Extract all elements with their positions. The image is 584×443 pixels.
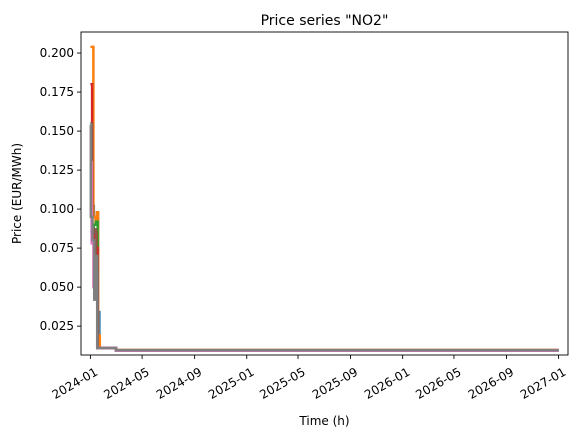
y-tick-label: 0.175 <box>40 85 74 99</box>
y-tick-label: 0.100 <box>40 202 74 216</box>
y-axis-label: Price (EUR/MWh) <box>10 143 24 244</box>
y-tick-label: 0.050 <box>40 280 74 294</box>
y-tick-label: 0.150 <box>40 124 74 138</box>
y-tick-label: 0.200 <box>40 46 74 60</box>
y-tick-label: 0.025 <box>40 319 74 333</box>
y-axis-ticks: 0.025 0.050 0.075 0.100 0.125 0.150 0.175 0.200 <box>40 46 81 333</box>
y-tick-label: 0.075 <box>40 241 74 255</box>
y-tick-label: 0.125 <box>40 163 74 177</box>
series-layer <box>89 45 559 352</box>
plot-frame <box>80 31 569 356</box>
series-line-8 <box>89 123 559 352</box>
x-axis-label: Time (h) <box>298 414 349 428</box>
chart-title: Price series "NO2" <box>261 13 389 29</box>
